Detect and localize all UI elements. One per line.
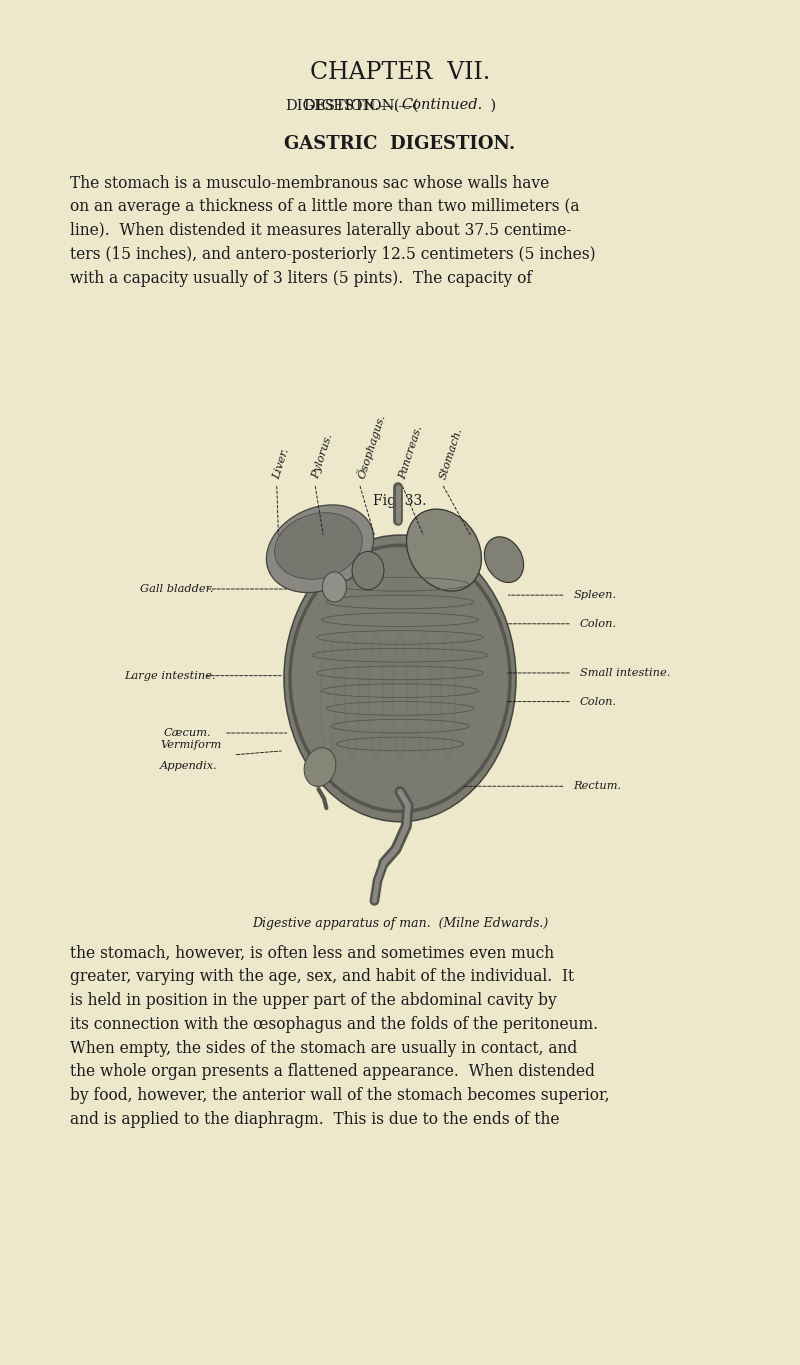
- Ellipse shape: [322, 572, 346, 602]
- Text: the stomach, however, is often less and sometimes even much
greater, varying wit: the stomach, however, is often less and …: [70, 945, 610, 1127]
- Text: Rectum.: Rectum.: [574, 781, 622, 792]
- Text: Large intestine.: Large intestine.: [124, 670, 216, 681]
- Text: Pancreas.: Pancreas.: [398, 425, 425, 480]
- Ellipse shape: [352, 551, 384, 590]
- Text: Spleen.: Spleen.: [574, 590, 617, 601]
- Ellipse shape: [484, 536, 524, 583]
- Text: GASTRIC  DIGESTION.: GASTRIC DIGESTION.: [284, 135, 516, 153]
- Text: Colon.: Colon.: [580, 696, 617, 707]
- Text: Vermiform: Vermiform: [160, 740, 222, 751]
- Text: Colon.: Colon.: [580, 618, 617, 629]
- Text: Cæcum.: Cæcum.: [164, 728, 212, 738]
- Text: DIGESTION.—(                         ): DIGESTION.—( ): [304, 98, 496, 112]
- Ellipse shape: [266, 505, 374, 592]
- Text: Ösophagus.: Ösophagus.: [355, 412, 387, 480]
- Ellipse shape: [304, 748, 336, 786]
- Ellipse shape: [274, 513, 362, 579]
- Text: DIGESTION.—(: DIGESTION.—(: [286, 98, 400, 112]
- Text: Small intestine.: Small intestine.: [580, 667, 670, 678]
- Text: Gall bladder.: Gall bladder.: [140, 584, 214, 594]
- Text: Fig. 33.: Fig. 33.: [374, 494, 426, 508]
- Text: CHAPTER  VII.: CHAPTER VII.: [310, 61, 490, 85]
- Text: Pylorus.: Pylorus.: [310, 433, 334, 480]
- Text: Liver.: Liver.: [272, 446, 291, 480]
- Text: Digestive apparatus of man.  (Milne Edwards.): Digestive apparatus of man. (Milne Edwar…: [252, 917, 548, 931]
- Ellipse shape: [406, 509, 482, 591]
- Text: Continued.: Continued.: [402, 98, 483, 112]
- Text: Stomach.: Stomach.: [438, 426, 465, 480]
- Text: The stomach is a musculo-membranous sac whose walls have
on an average a thickne: The stomach is a musculo-membranous sac …: [70, 175, 596, 287]
- Text: Appendix.: Appendix.: [160, 760, 218, 771]
- Ellipse shape: [284, 535, 516, 822]
